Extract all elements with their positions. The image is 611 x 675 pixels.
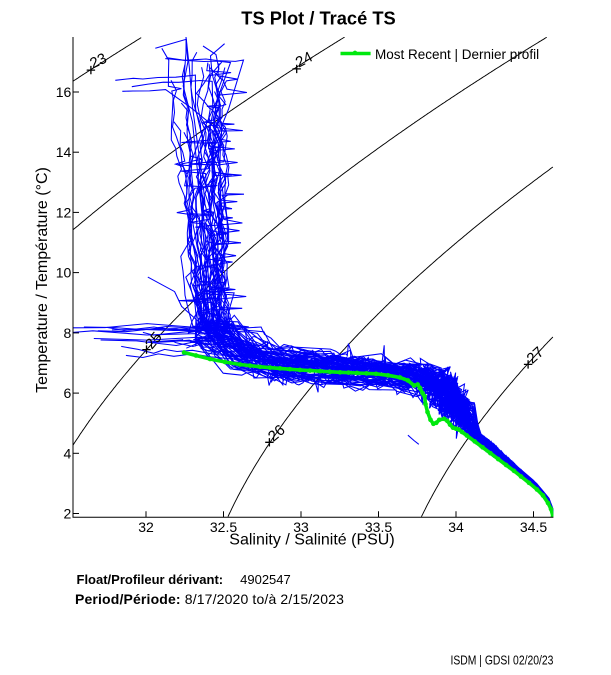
svg-text:32.5: 32.5 — [210, 519, 237, 535]
svg-text:Float/Profileur dérivant:49025: Float/Profileur dérivant: 4902547 — [77, 572, 291, 587]
svg-text:6: 6 — [64, 385, 72, 401]
svg-text:34: 34 — [448, 519, 464, 535]
svg-text:Temperature / Température (°C): Temperature / Température (°C) — [34, 167, 51, 393]
svg-text:33: 33 — [293, 519, 309, 535]
svg-text:32: 32 — [138, 519, 154, 535]
svg-text:33.5: 33.5 — [365, 519, 392, 535]
svg-text:4: 4 — [64, 445, 72, 461]
svg-text:10: 10 — [56, 265, 72, 281]
svg-text:24: 24 — [293, 49, 316, 72]
svg-text:16: 16 — [56, 84, 72, 100]
svg-text:14: 14 — [56, 144, 72, 160]
svg-text:34.5: 34.5 — [520, 519, 547, 535]
svg-text:Period/Période: 8/17/2020 to/: Period/Période: 8/17/2020 to/à 2/15/2023 — [75, 591, 344, 607]
svg-text:TS Plot / Tracé TS: TS Plot / Tracé TS — [241, 8, 395, 29]
svg-text:12: 12 — [56, 204, 72, 220]
svg-text:8: 8 — [64, 325, 72, 341]
svg-text:23: 23 — [87, 50, 109, 72]
svg-text:Most Recent | Dernier profil: Most Recent | Dernier profil — [375, 47, 539, 62]
svg-text:Salinity / Salinité (PSU): Salinity / Salinité (PSU) — [229, 532, 394, 549]
svg-text:ISDM | GDSI 02/20/23: ISDM | GDSI 02/20/23 — [451, 655, 554, 668]
svg-text:2: 2 — [64, 506, 72, 522]
